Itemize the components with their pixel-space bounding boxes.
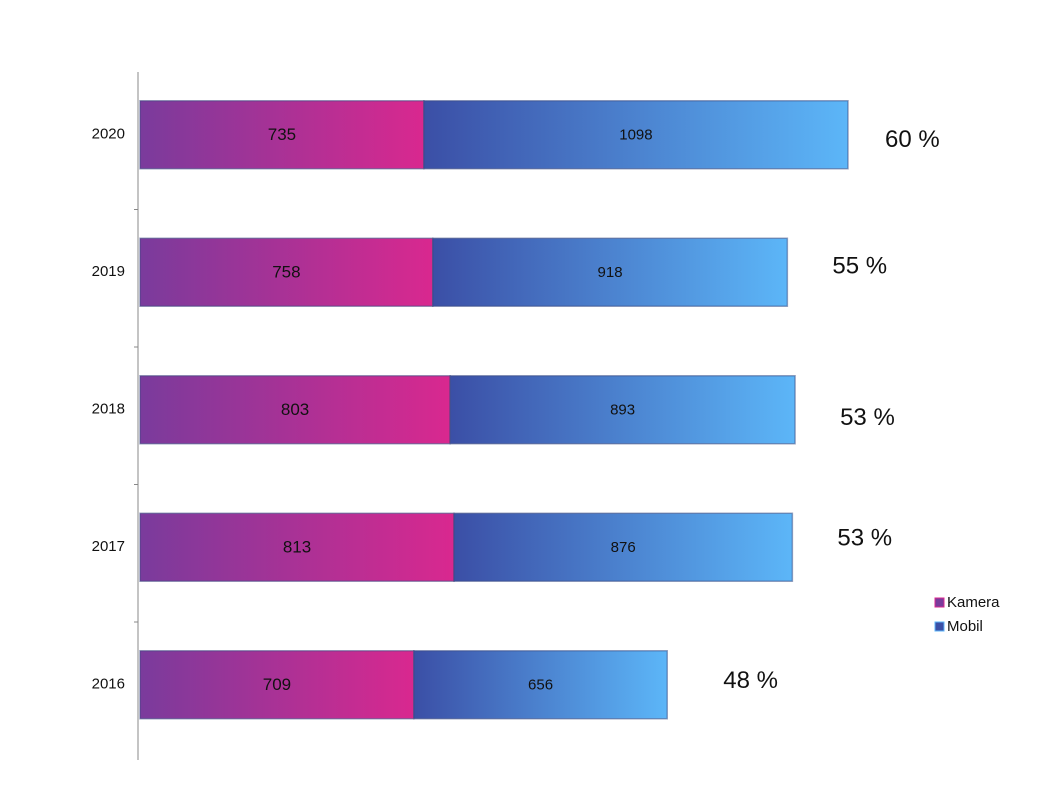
data-label: 803 — [281, 400, 309, 419]
bar-segment — [413, 650, 668, 720]
legend-label: Kamera — [947, 594, 1000, 611]
data-label: 918 — [598, 264, 623, 281]
y-tick-label: 2019 — [92, 263, 125, 280]
y-tick-label: 2016 — [92, 676, 125, 693]
bar-segment — [453, 512, 794, 582]
data-label: 656 — [528, 677, 553, 694]
y-tick-label: 2017 — [92, 538, 125, 555]
annotation: 55 % — [832, 253, 887, 280]
bar-segment — [139, 375, 451, 445]
legend-swatch — [934, 597, 945, 608]
bar-segment — [432, 237, 789, 307]
bar-segment — [139, 512, 455, 582]
y-tick-label: 2018 — [92, 401, 125, 418]
bar-segment — [449, 375, 796, 445]
annotation: 53 % — [840, 404, 895, 431]
data-label: 1098 — [619, 127, 652, 144]
bar-segment — [139, 100, 425, 170]
data-label: 735 — [268, 125, 296, 144]
legend-label: Mobil — [947, 618, 983, 635]
annotation: 48 % — [723, 667, 778, 694]
data-label: 893 — [610, 402, 635, 419]
bar-segment — [423, 100, 849, 170]
bar-segment — [139, 650, 415, 720]
data-label: 709 — [263, 675, 291, 694]
data-label: 813 — [283, 538, 311, 557]
annotation: 60 % — [885, 126, 940, 153]
legend-swatch — [934, 621, 945, 632]
data-label: 758 — [272, 263, 300, 282]
bar-segment — [139, 237, 434, 307]
annotation: 53 % — [837, 525, 892, 552]
y-tick-label: 2020 — [92, 126, 125, 143]
data-label: 876 — [611, 539, 636, 556]
